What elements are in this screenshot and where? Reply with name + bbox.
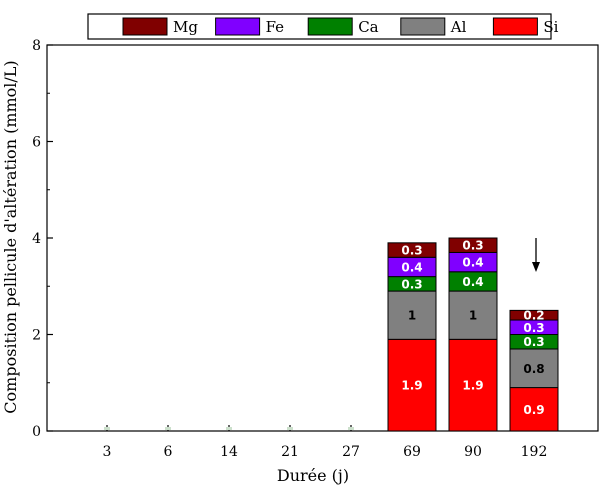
x-tick-label: 6 bbox=[164, 444, 173, 460]
bar-data-label: 0.2 bbox=[523, 309, 544, 323]
bar-data-label: 1.9 bbox=[401, 379, 422, 393]
legend-swatch-al bbox=[400, 17, 446, 36]
zero-value-marker bbox=[104, 427, 110, 430]
bar-segment-si bbox=[448, 338, 498, 432]
bar-data-label: 0.3 bbox=[462, 239, 483, 253]
x-tick-label: 192 bbox=[521, 444, 548, 460]
y-tick-label: 0 bbox=[32, 424, 41, 440]
legend-swatch-mg bbox=[122, 17, 168, 36]
bar-data-label: 0.8 bbox=[523, 362, 544, 376]
x-tick-label: 90 bbox=[464, 444, 482, 460]
bar-data-label: 0.9 bbox=[523, 403, 544, 417]
x-tick-label: 27 bbox=[342, 444, 360, 460]
x-tick-label: 3 bbox=[103, 444, 112, 460]
bar-segment-si bbox=[387, 338, 437, 432]
legend-label-mg: Mg bbox=[173, 18, 198, 36]
x-tick-label: 69 bbox=[403, 444, 421, 460]
arrow-head bbox=[532, 262, 540, 272]
bar-data-label: 0.4 bbox=[401, 260, 422, 274]
bar-data-label: 0.3 bbox=[523, 321, 544, 335]
bar-segment-al bbox=[387, 290, 437, 340]
y-tick-label: 4 bbox=[32, 231, 41, 247]
zero-value-marker bbox=[348, 427, 354, 430]
bar-data-label: 0.3 bbox=[401, 244, 422, 258]
bar-segment-mg bbox=[387, 242, 437, 258]
legend-label-fe: Fe bbox=[266, 18, 285, 36]
bar-data-label: 1 bbox=[469, 309, 477, 323]
plot-area: 0 2 4 6 8 3 6 14 21 27 69 90 192 1.9 1 0.3 0.4 0.3 1.9 1 0.4… bbox=[32, 38, 599, 460]
zero-value-marker bbox=[226, 427, 232, 430]
legend-label-al: Al bbox=[450, 18, 467, 36]
legend-swatch-si bbox=[492, 17, 538, 36]
y-tick-label: 8 bbox=[32, 38, 41, 54]
y-axis-title: Composition pellicule d'altération (mmol… bbox=[1, 60, 20, 413]
x-tick-label: 21 bbox=[281, 444, 299, 460]
bar-data-label: 0.4 bbox=[462, 256, 483, 270]
bar-data-label: 0.3 bbox=[523, 335, 544, 349]
legend-label-si: Si bbox=[543, 18, 558, 36]
legend-label-ca: Ca bbox=[358, 18, 378, 36]
zero-value-marker bbox=[165, 427, 171, 430]
bar-data-label: 1.9 bbox=[462, 379, 483, 393]
x-axis-title: Durée (j) bbox=[277, 466, 349, 485]
y-tick-label: 2 bbox=[32, 328, 41, 344]
bar-segment-mg bbox=[509, 309, 559, 321]
bar-segment-al bbox=[448, 290, 498, 340]
bar-data-label: 1 bbox=[408, 309, 416, 323]
bar-segment-mg bbox=[448, 237, 498, 253]
x-tick-label: 14 bbox=[220, 444, 238, 460]
y-tick-label: 6 bbox=[32, 135, 41, 151]
legend-swatch-fe bbox=[215, 17, 261, 36]
zero-value-marker bbox=[287, 427, 293, 430]
bar-segment-al bbox=[509, 348, 559, 389]
bar-segment-si bbox=[509, 387, 559, 432]
legend: Mg Fe Ca Al Si bbox=[87, 13, 559, 40]
bar-data-label: 0.3 bbox=[401, 277, 422, 291]
bar-data-label: 0.4 bbox=[462, 275, 483, 289]
legend-swatch-ca bbox=[307, 17, 353, 36]
